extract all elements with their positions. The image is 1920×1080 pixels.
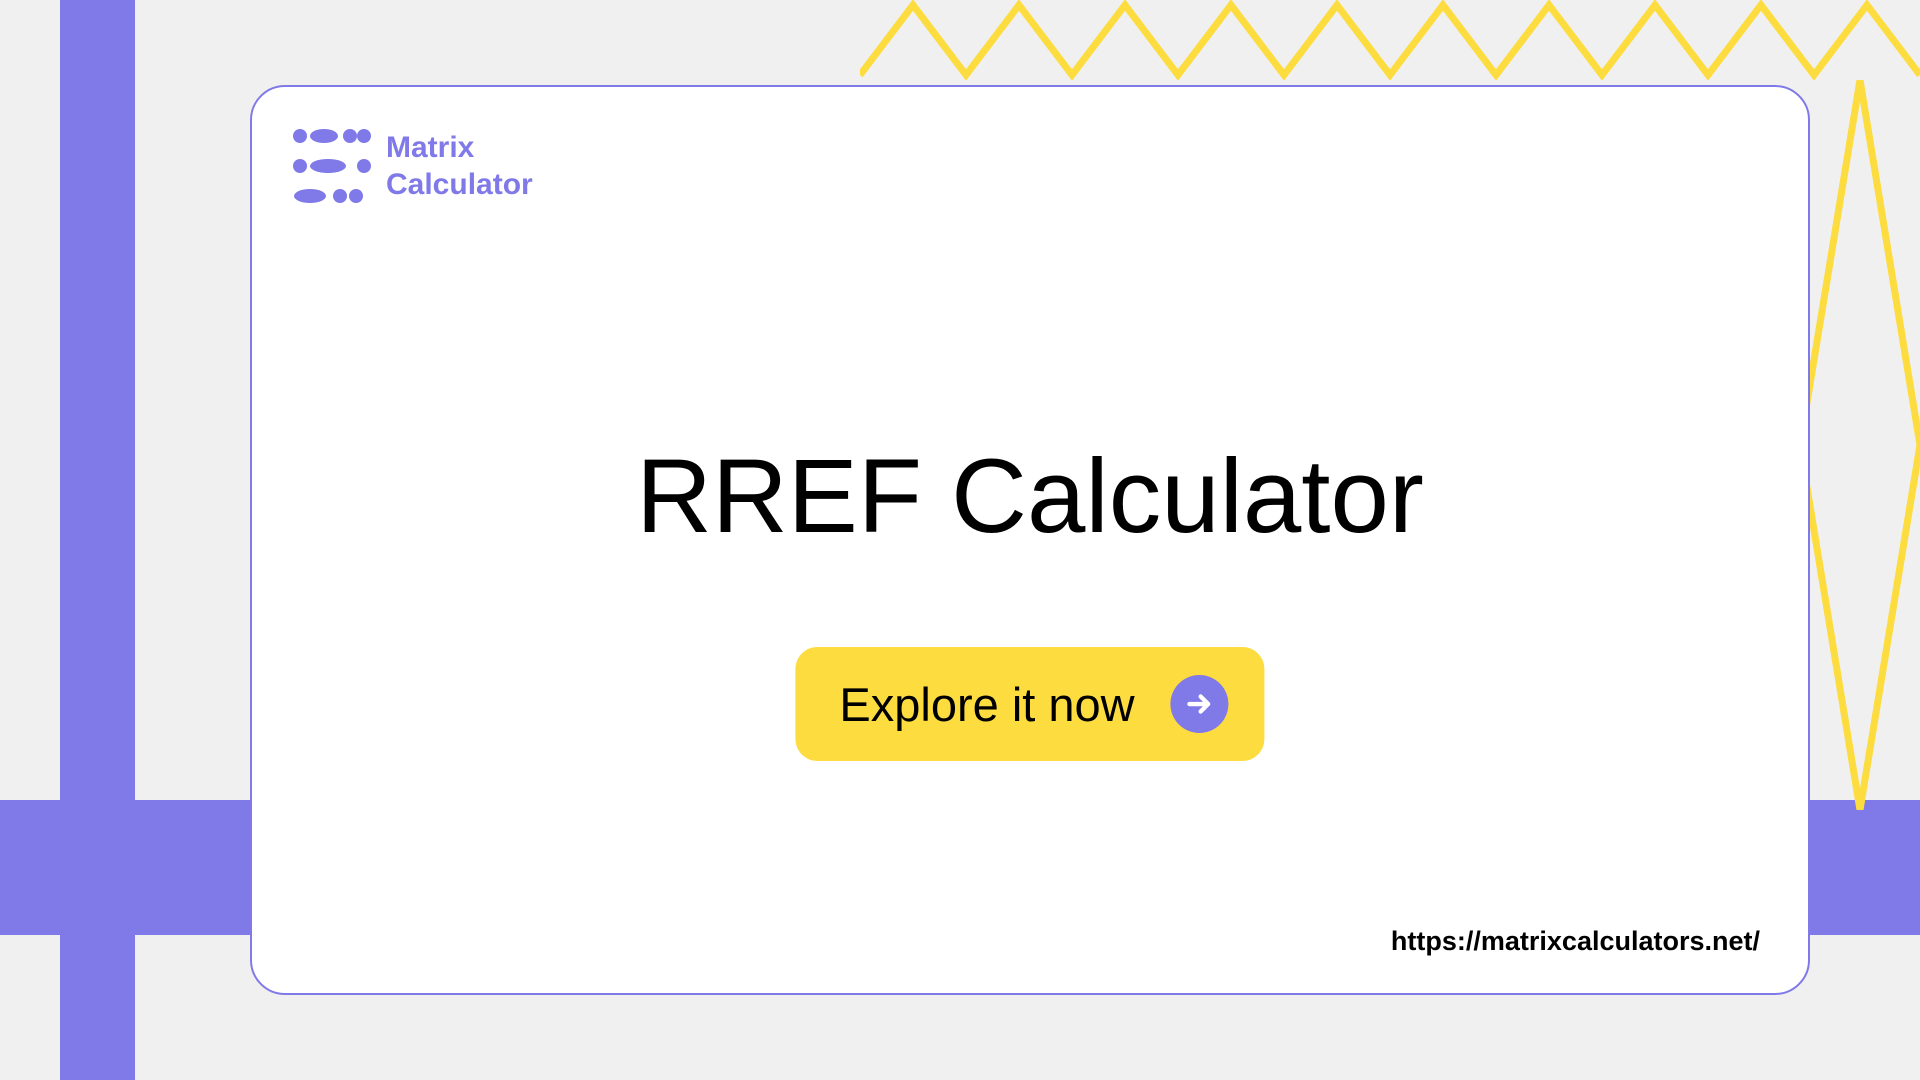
zigzag-top-decoration xyxy=(860,0,1920,80)
logo-line2: Calculator xyxy=(386,166,533,204)
explore-button-label: Explore it now xyxy=(839,677,1134,732)
explore-button[interactable]: Explore it now xyxy=(795,647,1264,761)
logo-line1: Matrix xyxy=(386,129,533,167)
logo-text: Matrix Calculator xyxy=(386,129,533,204)
zigzag-cross-decoration xyxy=(1800,80,1920,810)
arrow-right-icon xyxy=(1171,675,1229,733)
logo: Matrix Calculator xyxy=(292,127,533,205)
page-title: RREF Calculator xyxy=(636,437,1424,557)
matrix-logo-icon xyxy=(292,127,372,205)
main-card: Matrix Calculator RREF Calculator Explor… xyxy=(250,85,1810,995)
url-text: https://matrixcalculators.net/ xyxy=(1391,926,1760,957)
